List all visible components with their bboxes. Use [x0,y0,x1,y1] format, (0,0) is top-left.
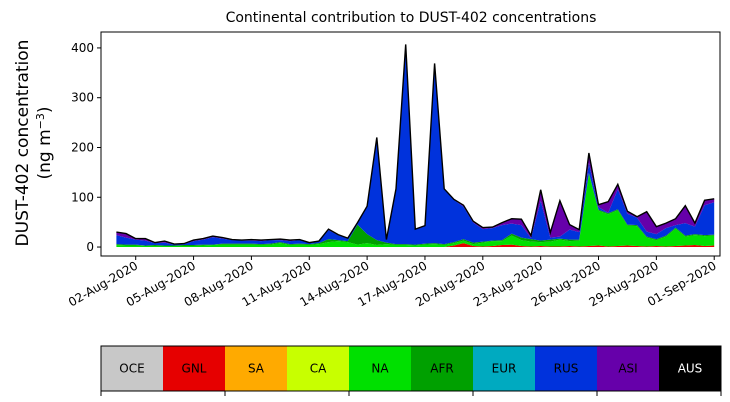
legend-swatch-asi [597,346,660,391]
legend-frame [100,345,722,392]
legend-label-asi: ASI [618,362,637,376]
legend-label-aus: AUS [678,362,703,376]
legend-label-gnl: GNL [182,362,207,376]
legend-swatch-ca [287,346,350,391]
legend-swatch-aus [659,346,722,391]
legend-swatch-afr [411,346,474,391]
y-tick-label: 200 [71,140,94,154]
y-axis-label-line2: (ng m−3) [34,106,56,179]
y-tick-label: 300 [71,91,94,105]
x-axis-ticks: 02-Aug-202005-Aug-202008-Aug-202011-Aug-… [66,256,719,309]
y-axis-ticks: 0 100 200 300 400 [71,41,101,254]
area-gnl [116,243,715,247]
legend-label-eur: EUR [492,362,517,376]
y-tick-label: 0 [86,240,94,254]
legend-label-rus: RUS [554,362,579,376]
chart-title: Continental contribution to DUST-402 con… [226,10,597,26]
legend: OCE GNL SA CA NA AFR EUR RUS ASI AUS [100,345,722,396]
legend-swatch-gnl [163,346,226,391]
legend-label-sa: SA [248,362,265,376]
plot-frame [100,31,721,257]
legend-swatch-eur [473,346,536,391]
area-afr [116,172,715,246]
area-rus [116,44,715,246]
total-outline [116,44,715,245]
legend-swatch-na [349,346,412,391]
y-axis-label: DUST-402 concentration (ng m−3) [13,40,55,247]
y-tick-label: 400 [71,41,94,55]
legend-label-oce: OCE [119,362,144,376]
legend-swatch-oce [101,346,164,391]
legend-swatch-rus [535,346,598,391]
area-na [116,173,715,247]
legend-swatch-sa [225,346,288,391]
legend-label-ca: CA [310,362,327,376]
y-axis-label-line1: DUST-402 concentration [13,40,33,247]
legend-label-afr: AFR [430,362,453,376]
legend-label-na: NA [371,362,389,376]
y-tick-label: 100 [71,190,94,204]
